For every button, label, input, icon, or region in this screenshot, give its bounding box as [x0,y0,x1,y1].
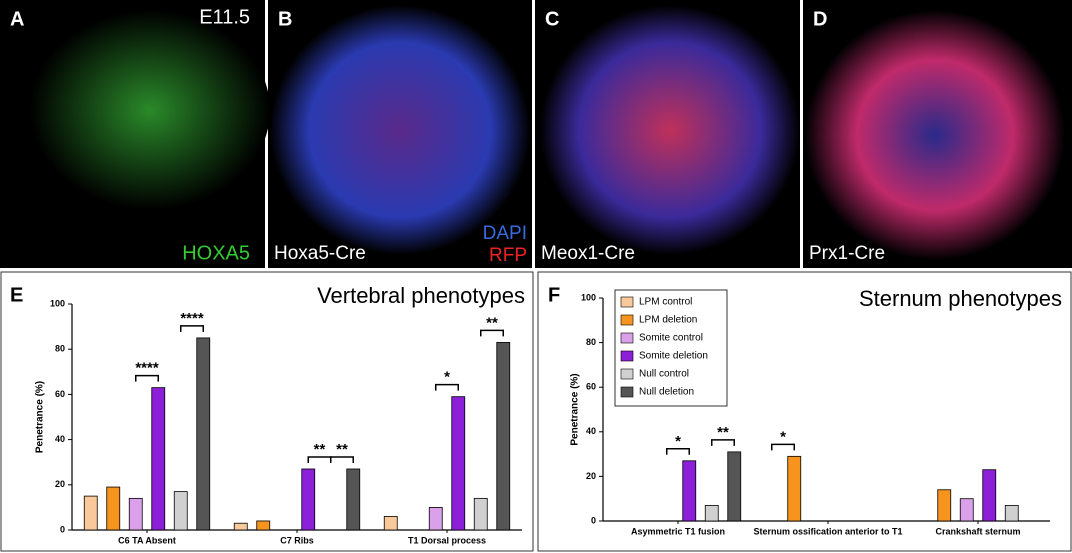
bar [173,491,188,531]
panel-letter: F [548,284,560,306]
y-tick-label: 100 [581,292,596,302]
legend-swatch [620,368,634,380]
panel-label: DAPI [483,223,527,244]
bar [196,337,211,531]
panel-letter: E [10,284,23,306]
bar [727,451,742,522]
y-tick-label: 60 [55,389,65,399]
legend-swatch [620,386,634,398]
bar [451,396,466,531]
bar [151,387,166,531]
panel-label: HOXA5 [182,242,250,264]
bar [473,497,488,531]
x-tick-label: T1 Dorsal process [408,535,486,545]
y-tick-label: 20 [586,471,596,481]
x-tick-label: Sternum ossification anterior to T1 [753,526,902,536]
y-tick-label: 80 [586,337,596,347]
panel-letter: D [813,8,827,30]
legend-swatch [620,332,634,344]
y-tick-label: 20 [55,479,65,489]
panel-letter: A [10,8,24,30]
panel-letter: B [278,8,292,30]
legend-label: Somite deletion [639,351,708,362]
legend-label: Somite control [639,333,703,344]
bar [496,342,511,531]
bar [682,460,697,522]
y-tick-label: 40 [586,426,596,436]
significance-label: ** [486,314,498,331]
significance-label: * [675,433,681,450]
bar [233,522,248,531]
significance-bracket [135,374,159,382]
tissue [270,5,530,255]
panel-label: E11.5 [199,6,250,28]
bar [383,516,398,531]
significance-label: **** [135,360,159,377]
y-axis-label: Penetrance (%) [35,381,46,453]
significance-bracket [435,383,459,391]
bar [937,489,952,522]
bar [346,468,361,531]
legend-box [614,289,728,407]
panel-label: Prx1-Cre [809,243,885,264]
panel-label: Hoxa5-Cre [274,243,366,264]
significance-bracket [771,443,795,451]
y-tick-label: 100 [50,298,65,308]
tissue [540,5,800,255]
bar [83,495,98,531]
chart-title: Vertebral phenotypes [317,283,525,308]
y-tick-label: 0 [60,524,65,534]
x-tick-label: C6 TA Absent [118,535,176,545]
significance-label: ** [717,424,729,441]
significance-label: * [444,369,450,386]
tissue [805,10,1065,260]
legend-swatch [620,350,634,362]
legend-label: LPM deletion [639,315,697,326]
chart-title: Sternum phenotypes [859,286,1062,311]
y-tick-label: 40 [55,434,65,444]
significance-bracket [711,439,735,446]
bar [428,506,443,531]
y-axis-label: Penetrance (%) [570,373,581,445]
bar [256,520,271,531]
bar [959,498,974,522]
panel-frame [537,271,1072,552]
x-tick-label: C7 Ribs [280,535,314,545]
tissue [30,10,270,210]
significance-bracket [330,456,354,463]
significance-label: * [780,428,786,445]
panel-label: RFP [489,245,527,266]
significance-bracket [666,448,690,455]
micrographs [0,0,1072,268]
significance-bracket [180,325,204,332]
bar [301,468,316,531]
bar [787,455,802,522]
y-tick-label: 0 [591,515,596,525]
legend-label: Null deletion [639,387,694,398]
bar [982,469,997,522]
significance-bracket [480,329,504,337]
bar [1004,504,1019,522]
significance-label: **** [180,310,204,327]
panel-letter: C [545,8,559,30]
panel-label: Meox1-Cre [541,243,635,264]
legend-label: Null control [639,369,689,380]
y-tick-label: 60 [586,382,596,392]
legend-swatch [620,296,634,308]
x-tick-label: Crankshaft sternum [935,526,1020,536]
x-tick-label: Asymmetric T1 fusion [631,526,725,536]
legend-swatch [620,314,634,326]
y-tick-label: 80 [55,344,65,354]
bar [704,504,719,522]
legend-label: LPM control [639,297,692,308]
bar [106,486,121,531]
bar [128,497,143,531]
significance-label: ** [314,441,326,458]
panel-frame [0,271,534,552]
significance-label: ** [336,441,348,458]
